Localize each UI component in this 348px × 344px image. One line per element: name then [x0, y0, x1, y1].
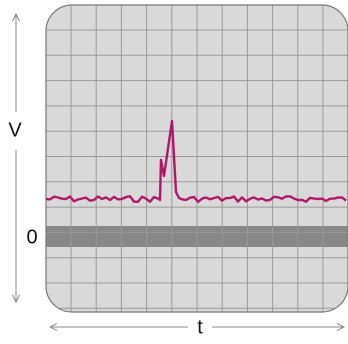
y-axis-label: V	[8, 119, 22, 141]
x-axis-label: t	[197, 316, 203, 338]
waveform	[46, 119, 347, 204]
screen-border	[45, 4, 348, 313]
zero-label: 0	[26, 226, 37, 248]
grid	[46, 5, 348, 312]
